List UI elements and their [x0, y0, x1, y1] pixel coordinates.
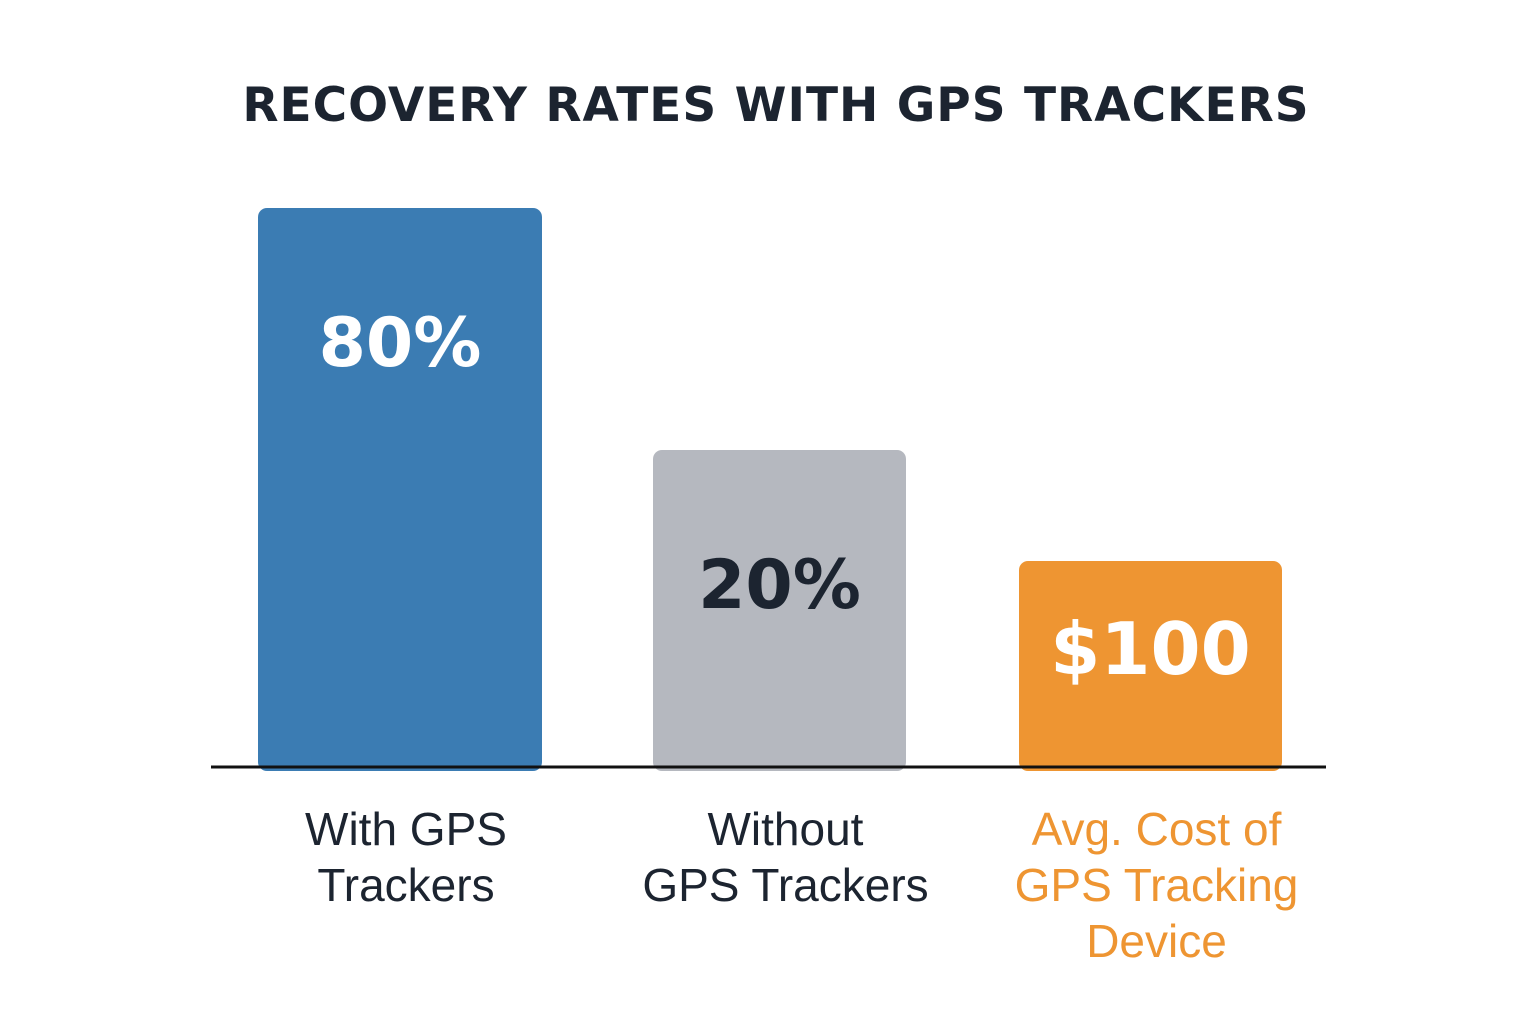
chart-title: RECOVERY RATES WITH GPS TRACKERS [242, 78, 1309, 133]
tick-label-line: Avg. Cost of [1032, 803, 1282, 855]
data-label-without-gps-trackers: 20% [698, 546, 861, 625]
bar-without-gps-trackers [653, 450, 906, 771]
tick-label-line: GPS Trackers [642, 859, 928, 911]
tick-label-avg-cost-of-gps-tracking-device: Avg. Cost of GPS Tracking Device [1015, 803, 1299, 967]
bar-avg-cost-of-gps-tracking-device [1019, 561, 1282, 771]
tick-label-line: With GPS [305, 803, 507, 855]
category-labels-group: With GPS Trackers Without GPS Trackers Avg. … [305, 803, 1298, 967]
data-label-with-gps-trackers: 80% [319, 304, 482, 383]
data-label-avg-cost-of-gps-tracking-device: $100 [1050, 607, 1250, 691]
tick-label-line: Device [1086, 915, 1227, 967]
bar-with-gps-trackers [258, 208, 542, 771]
value-labels-group: 80% 20% $100 [319, 304, 1251, 691]
tick-label-without-gps-trackers: Without GPS Trackers [642, 803, 928, 911]
tick-label-line: GPS Tracking [1015, 859, 1299, 911]
bars-group [258, 208, 1282, 771]
tick-label-with-gps-trackers: With GPS Trackers [305, 803, 507, 911]
tick-label-line: Without [708, 803, 864, 855]
tick-label-line: Trackers [317, 859, 494, 911]
